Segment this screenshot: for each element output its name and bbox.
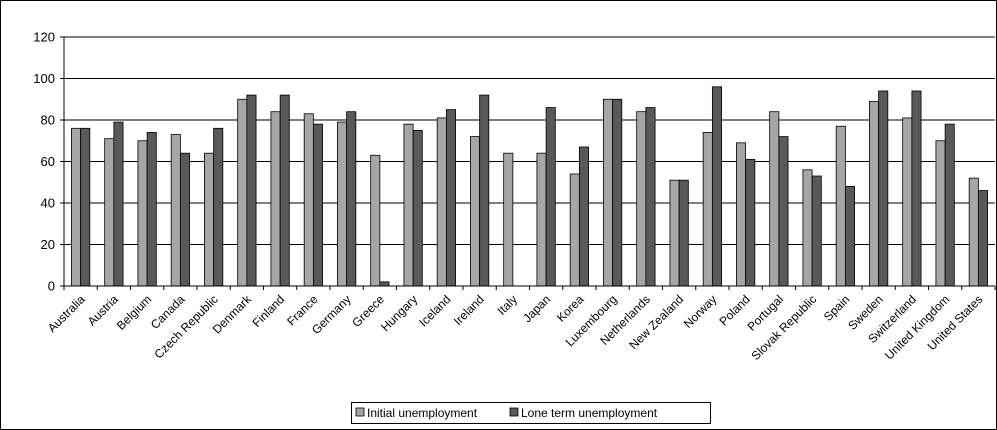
bar-initial-unemployment-new-zealand bbox=[669, 179, 680, 287]
legend-box bbox=[351, 402, 711, 424]
bar-initial-unemployment-czech-republic bbox=[204, 152, 215, 287]
bar-initial-unemployment-portugal bbox=[769, 111, 780, 287]
bar-initial-unemployment-sweden bbox=[869, 100, 880, 287]
legend: Initial unemployment Lone term unemploym… bbox=[351, 402, 711, 424]
bar-lone-term-unemployment-czech-republic bbox=[213, 127, 224, 287]
bar-lone-term-unemployment-japan bbox=[545, 107, 556, 287]
bar-lone-term-unemployment-canada bbox=[179, 152, 190, 287]
bar-initial-unemployment-germany bbox=[337, 121, 348, 287]
bar-lone-term-unemployment-greece bbox=[379, 281, 390, 287]
bar-initial-unemployment-france bbox=[303, 113, 314, 287]
bar-lone-term-unemployment-austria bbox=[113, 121, 124, 287]
legend-swatch-initial-unemployment bbox=[355, 407, 365, 417]
bar-lone-term-unemployment-luxembourg bbox=[612, 98, 623, 287]
bar-initial-unemployment-korea bbox=[569, 173, 580, 287]
bar-initial-unemployment-hungary bbox=[403, 123, 414, 287]
bar-lone-term-unemployment-netherlands bbox=[645, 107, 656, 287]
bar-lone-term-unemployment-australia bbox=[80, 127, 91, 287]
bar-initial-unemployment-spain bbox=[835, 125, 846, 287]
bar-initial-unemployment-iceland bbox=[436, 117, 447, 287]
bar-lone-term-unemployment-united-kingdom bbox=[944, 123, 955, 287]
bar-lone-term-unemployment-united-states bbox=[977, 190, 988, 287]
legend-swatch-lone-term-unemployment bbox=[509, 407, 519, 417]
bar-initial-unemployment-greece bbox=[370, 154, 381, 287]
bar-initial-unemployment-ireland bbox=[470, 136, 481, 287]
y-tick-label: 60 bbox=[41, 154, 55, 169]
legend-label-initial-unemployment: Initial unemployment bbox=[367, 406, 478, 420]
y-tick-label: 80 bbox=[41, 113, 55, 128]
bar-lone-term-unemployment-korea bbox=[578, 146, 589, 287]
bar-lone-term-unemployment-germany bbox=[346, 111, 357, 287]
bar-initial-unemployment-switzerland bbox=[902, 117, 913, 287]
bar-initial-unemployment-italy bbox=[503, 152, 514, 287]
bar-initial-unemployment-netherlands bbox=[636, 111, 647, 287]
bar-lone-term-unemployment-denmark bbox=[246, 94, 257, 287]
bar-lone-term-unemployment-hungary bbox=[412, 129, 423, 287]
bar-lone-term-unemployment-switzerland bbox=[911, 90, 922, 287]
bar-lone-term-unemployment-belgium bbox=[146, 132, 157, 287]
bar-lone-term-unemployment-portugal bbox=[778, 136, 789, 287]
bar-initial-unemployment-denmark bbox=[237, 98, 248, 287]
bar-lone-term-unemployment-sweden bbox=[878, 90, 889, 287]
bar-initial-unemployment-canada bbox=[170, 134, 181, 287]
bar-initial-unemployment-luxembourg bbox=[603, 98, 614, 287]
bar-lone-term-unemployment-iceland bbox=[445, 109, 456, 287]
bar-lone-term-unemployment-norway bbox=[711, 86, 722, 287]
bar-lone-term-unemployment-finland bbox=[279, 94, 290, 287]
bar-initial-unemployment-united-kingdom bbox=[935, 140, 946, 287]
bar-initial-unemployment-slovak-republic bbox=[802, 169, 813, 287]
bar-lone-term-unemployment-slovak-republic bbox=[811, 175, 822, 287]
bar-initial-unemployment-finland bbox=[270, 111, 281, 287]
bar-initial-unemployment-belgium bbox=[137, 140, 148, 287]
bar-initial-unemployment-poland bbox=[736, 142, 747, 287]
bar-lone-term-unemployment-france bbox=[312, 123, 323, 287]
y-tick-label: 120 bbox=[33, 30, 55, 45]
bar-initial-unemployment-australia bbox=[71, 127, 82, 287]
y-tick-label: 100 bbox=[33, 71, 55, 86]
bar-initial-unemployment-united-states bbox=[968, 177, 979, 287]
bars bbox=[71, 86, 988, 287]
y-tick-label: 0 bbox=[48, 279, 55, 294]
bar-lone-term-unemployment-ireland bbox=[479, 94, 490, 287]
bar-initial-unemployment-austria bbox=[104, 138, 115, 287]
bar-lone-term-unemployment-poland bbox=[745, 159, 756, 287]
bar-lone-term-unemployment-new-zealand bbox=[678, 179, 689, 287]
y-axis-ticks: 0 20 40 60 80 100 120 bbox=[33, 30, 64, 294]
bar-initial-unemployment-japan bbox=[536, 152, 547, 287]
bar-initial-unemployment-norway bbox=[702, 132, 713, 287]
y-tick-label: 40 bbox=[41, 196, 55, 211]
bar-lone-term-unemployment-spain bbox=[844, 185, 855, 287]
legend-label-lone-term-unemployment: Lone term unemployment bbox=[521, 406, 658, 420]
y-tick-label: 20 bbox=[41, 237, 55, 252]
